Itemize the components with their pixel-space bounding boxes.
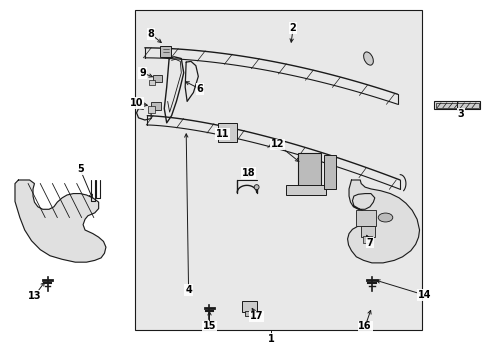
Text: 18: 18 bbox=[241, 168, 255, 178]
Text: 2: 2 bbox=[289, 23, 296, 33]
Bar bbox=[356, 210, 375, 226]
Text: 14: 14 bbox=[417, 290, 430, 300]
Text: 13: 13 bbox=[28, 291, 41, 301]
Ellipse shape bbox=[363, 52, 372, 65]
Bar bbox=[217, 123, 237, 143]
Bar bbox=[285, 185, 325, 195]
Ellipse shape bbox=[377, 213, 392, 222]
Bar bbox=[148, 107, 155, 113]
Text: 1: 1 bbox=[267, 334, 274, 344]
Bar bbox=[149, 80, 155, 85]
Text: 12: 12 bbox=[270, 139, 284, 149]
Text: 10: 10 bbox=[129, 98, 143, 108]
Text: 16: 16 bbox=[358, 321, 371, 332]
Bar bbox=[297, 153, 321, 193]
Text: 8: 8 bbox=[147, 29, 154, 39]
Text: 3: 3 bbox=[457, 109, 463, 119]
Bar bbox=[151, 102, 161, 110]
Bar bbox=[242, 301, 256, 312]
Text: 4: 4 bbox=[185, 285, 192, 295]
Text: 7: 7 bbox=[366, 238, 372, 248]
Bar bbox=[363, 236, 371, 243]
Text: 9: 9 bbox=[139, 68, 145, 78]
Bar bbox=[160, 46, 171, 57]
Bar bbox=[135, 10, 421, 330]
Bar bbox=[153, 75, 162, 82]
Bar bbox=[361, 226, 374, 237]
Text: 11: 11 bbox=[215, 129, 229, 139]
Ellipse shape bbox=[254, 185, 259, 190]
Text: 17: 17 bbox=[249, 311, 263, 321]
Text: 6: 6 bbox=[196, 84, 203, 94]
Text: 5: 5 bbox=[77, 164, 83, 174]
Bar bbox=[245, 311, 253, 316]
Polygon shape bbox=[347, 180, 419, 263]
Bar bbox=[433, 102, 479, 109]
Bar bbox=[435, 103, 478, 108]
Polygon shape bbox=[15, 180, 106, 262]
Bar bbox=[323, 155, 335, 189]
Text: 15: 15 bbox=[203, 321, 216, 332]
